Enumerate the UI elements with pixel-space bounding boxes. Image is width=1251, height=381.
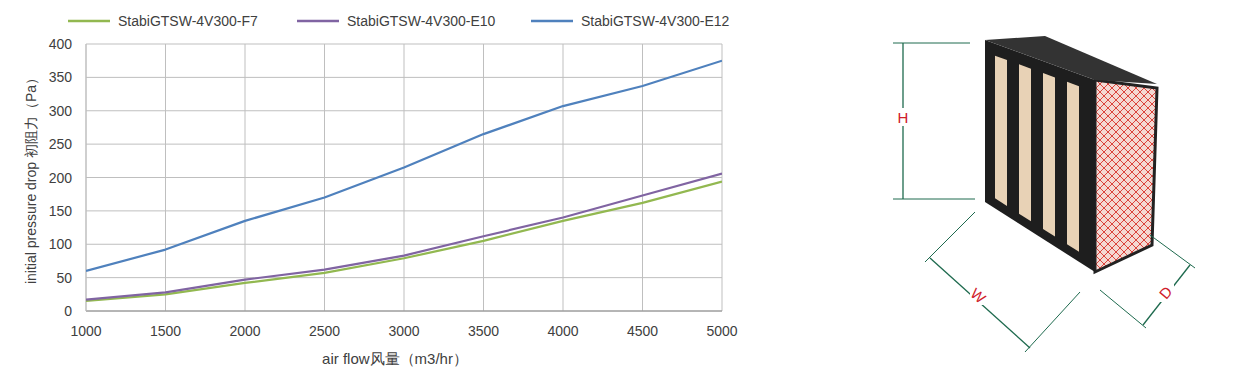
x-tick-label: 1000 <box>70 323 101 339</box>
filter-front <box>985 40 1095 272</box>
dim-label-bg <box>895 108 911 126</box>
dim-ext <box>1025 292 1080 352</box>
dim-label: H <box>898 109 909 126</box>
y-tick-label: 200 <box>49 170 73 186</box>
filter-top <box>985 36 1157 84</box>
x-axis-label: air flow风量（m3/hr） <box>322 350 468 367</box>
y-tick-label: 50 <box>56 270 72 286</box>
filter-pleat <box>1067 82 1079 252</box>
y-tick-label: 250 <box>49 136 73 152</box>
series-line <box>86 61 722 271</box>
x-tick-label: 3000 <box>388 323 419 339</box>
dim-ext <box>925 212 975 262</box>
plot-lines <box>86 61 722 301</box>
legend-label: StabiGTSW-4V300-F7 <box>118 13 258 29</box>
grid-line-x <box>324 44 325 311</box>
dim-ext <box>1150 235 1195 268</box>
filter-pleat <box>1019 64 1031 221</box>
grid-line-x <box>642 44 643 311</box>
y-tick-label: 350 <box>49 69 73 85</box>
grid-line-x <box>722 44 723 311</box>
filter-pleat <box>995 56 1007 206</box>
x-tick-label: 5000 <box>706 323 737 339</box>
y-axis-label: initial pressure drop 初阻力（Pa） <box>23 71 39 284</box>
dim-line-w <box>930 258 1030 348</box>
y-tick-label: 0 <box>64 303 72 319</box>
grid-line-x <box>245 44 246 311</box>
legend-label: StabiGTSW-4V300-E10 <box>347 13 496 29</box>
legend-swatch <box>68 20 110 23</box>
x-tick-label: 1500 <box>150 323 181 339</box>
dim-ext <box>893 43 970 44</box>
grid-line-y <box>86 311 722 312</box>
filter-side-mesh <box>1095 80 1157 272</box>
grid-line-x <box>165 44 166 311</box>
y-tick-label: 300 <box>49 103 73 119</box>
dim-line-d <box>1143 265 1190 325</box>
legend-label: StabiGTSW-4V300-E12 <box>581 13 730 29</box>
filter-pleat <box>1043 73 1055 236</box>
x-tick-label: 3500 <box>468 323 499 339</box>
y-tick-label: 400 <box>49 36 73 52</box>
y-tick-label: 150 <box>49 203 73 219</box>
page: 0 50 100 150 200 250 300 350 400 1000 1500 2000 2500… <box>0 0 1251 381</box>
x-tick-label: 2500 <box>309 323 340 339</box>
dim-label: D <box>1156 283 1176 302</box>
legend-swatch <box>531 20 573 23</box>
grid-line-x <box>563 44 564 311</box>
grid-line-x <box>404 44 405 311</box>
legend-swatch <box>297 20 339 23</box>
dim-ext <box>1100 290 1146 328</box>
dim-ext <box>893 199 975 200</box>
x-tick-label: 4500 <box>627 323 658 339</box>
x-axis <box>86 311 722 312</box>
series-line <box>86 174 722 300</box>
grid-line-x <box>483 44 484 311</box>
x-tick-label: 4000 <box>547 323 578 339</box>
filter-figure: H W D <box>893 36 1195 352</box>
dim-label: W <box>967 285 989 308</box>
y-tick-label: 100 <box>49 236 73 252</box>
x-tick-label: 2000 <box>229 323 260 339</box>
